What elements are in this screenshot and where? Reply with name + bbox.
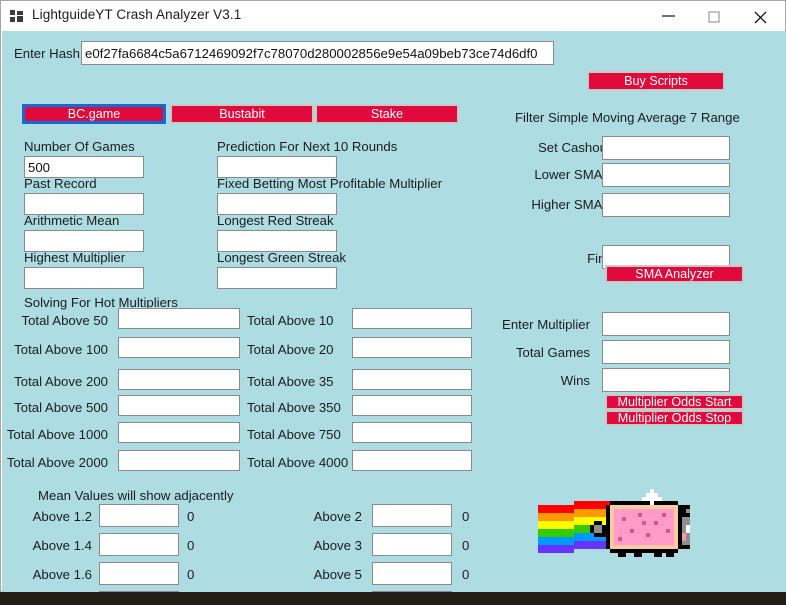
total-games-label: Total Games <box>515 345 590 360</box>
prediction-next-10-label: Prediction For Next 10 Rounds <box>217 139 398 154</box>
above-1-6-label: Above 1.6 <box>32 567 92 582</box>
above-1-6-mean: 0 <box>187 567 195 582</box>
wins-input[interactable] <box>602 368 730 392</box>
total-above-10-input[interactable] <box>352 308 472 329</box>
total-games-input[interactable] <box>602 340 730 364</box>
total-above-500-input[interactable] <box>118 395 240 416</box>
buy-scripts-button[interactable]: Buy Scripts <box>587 71 725 91</box>
above-1-2-label: Above 1.2 <box>32 509 92 524</box>
maximize-icon <box>708 11 720 23</box>
above-1-4-label: Above 1.4 <box>32 538 92 553</box>
above-1-2-input[interactable] <box>99 504 179 527</box>
set-cashout-multiplier-input[interactable] <box>602 136 730 160</box>
above-1-8-input[interactable] <box>99 591 179 592</box>
above-5-input[interactable] <box>372 562 452 585</box>
above-2-input[interactable] <box>372 504 452 527</box>
number-of-games-input[interactable] <box>24 156 144 178</box>
hot-multipliers-heading: Solving For Hot Multipliers <box>24 295 178 310</box>
total-above-200-input[interactable] <box>118 369 240 390</box>
total-above-2000-input[interactable] <box>118 450 240 471</box>
sma-filter-heading: Filter Simple Moving Average 7 Range <box>515 110 740 125</box>
above-3-input[interactable] <box>372 533 452 556</box>
total-above-20-input[interactable] <box>352 337 472 358</box>
site-button-bustabit[interactable]: Bustabit <box>170 104 314 124</box>
close-button[interactable] <box>739 1 785 30</box>
enter-multiplier-label: Enter Multiplier <box>502 317 590 332</box>
lower-sma7-input[interactable] <box>602 163 730 187</box>
highest-multiplier-input[interactable] <box>24 267 144 289</box>
maximize-button[interactable] <box>693 1 739 30</box>
fixed-betting-multiplier-label: Fixed Betting Most Profitable Multiplier <box>217 176 443 191</box>
hash-input[interactable] <box>81 41 554 65</box>
above-2-mean: 0 <box>462 509 470 524</box>
total-above-100-label: Total Above 100 <box>14 342 108 357</box>
total-above-2000-label: Total Above 2000 <box>6 455 108 470</box>
total-above-1000-label: Total Above 1000 <box>6 427 108 442</box>
wins-label: Wins <box>560 373 590 388</box>
enter-hash-label: Enter Hash <box>14 46 80 61</box>
arithmetic-mean-label: Arithmetic Mean <box>24 213 120 228</box>
fixed-betting-multiplier-input[interactable] <box>217 193 337 215</box>
above-1-4-mean: 0 <box>187 538 195 553</box>
above-1-1-input[interactable] <box>372 591 452 592</box>
minimize-icon <box>662 15 675 17</box>
arithmetic-mean-input[interactable] <box>24 230 144 252</box>
multiplier-odds-start-button[interactable]: Multiplier Odds Start <box>605 394 744 410</box>
above-1-2-mean: 0 <box>187 509 195 524</box>
higher-sma7-input[interactable] <box>602 193 730 217</box>
window-title: LightguideYT Crash Analyzer V3.1 <box>32 7 242 22</box>
total-above-350-input[interactable] <box>352 395 472 416</box>
above-1-6-input[interactable] <box>99 562 179 585</box>
total-above-4000-input[interactable] <box>352 450 472 471</box>
longest-green-streak-input[interactable] <box>217 267 337 289</box>
total-above-350-label: Total Above 350 <box>247 400 341 415</box>
above-5-label: Above 5 <box>313 567 362 582</box>
minimize-button[interactable] <box>647 1 693 30</box>
past-record-input[interactable] <box>24 193 144 215</box>
total-above-750-input[interactable] <box>352 422 472 443</box>
total-above-200-label: Total Above 200 <box>14 374 108 389</box>
highest-multiplier-label: Highest Multiplier <box>24 250 126 265</box>
total-above-20-label: Total Above 20 <box>247 342 334 357</box>
above-5-mean: 0 <box>462 567 470 582</box>
total-above-1000-input[interactable] <box>118 422 240 443</box>
total-above-4000-label: Total Above 4000 <box>247 455 349 470</box>
above-3-mean: 0 <box>462 538 470 553</box>
multiplier-odds-stop-button[interactable]: Multiplier Odds Stop <box>605 410 744 426</box>
prediction-next-10-input[interactable] <box>217 156 337 178</box>
form-client-area: Enter Hash Buy Scripts BC.game Bustabit … <box>2 31 786 592</box>
longest-red-streak-label: Longest Red Streak <box>217 213 334 228</box>
total-above-750-label: Total Above 750 <box>247 427 341 442</box>
number-of-games-label: Number Of Games <box>24 139 135 154</box>
total-above-50-label: Total Above 50 <box>21 313 108 328</box>
total-above-35-label: Total Above 35 <box>247 374 334 389</box>
site-button-stake[interactable]: Stake <box>315 104 459 124</box>
total-above-35-input[interactable] <box>352 369 472 390</box>
app-logo-icon <box>10 10 23 22</box>
above-1-4-input[interactable] <box>99 533 179 556</box>
total-above-10-label: Total Above 10 <box>247 313 334 328</box>
total-above-100-input[interactable] <box>118 337 240 358</box>
longest-green-streak-label: Longest Green Streak <box>217 250 347 265</box>
total-above-50-input[interactable] <box>118 308 240 329</box>
application-window: LightguideYT Crash Analyzer V3.1 <box>0 0 786 592</box>
above-2-label: Above 2 <box>313 509 362 524</box>
total-above-500-label: Total Above 500 <box>14 400 108 415</box>
longest-red-streak-input[interactable] <box>217 230 337 252</box>
mean-values-heading: Mean Values will show adjacently <box>38 488 234 503</box>
above-3-label: Above 3 <box>313 538 362 553</box>
nyan-cat-image <box>538 489 690 575</box>
enter-multiplier-input[interactable] <box>602 312 730 336</box>
sma-analyzer-button[interactable]: SMA Analyzer <box>605 265 744 283</box>
close-icon <box>754 11 767 24</box>
past-record-label: Past Record <box>24 176 97 191</box>
site-button-bcgame[interactable]: BC.game <box>22 104 166 124</box>
title-bar[interactable]: LightguideYT Crash Analyzer V3.1 <box>1 1 785 31</box>
